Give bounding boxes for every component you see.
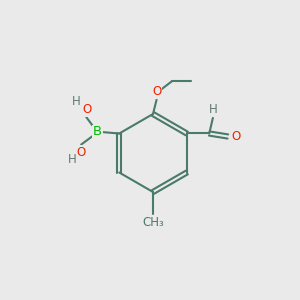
Text: H: H <box>72 95 81 109</box>
Text: CH₃: CH₃ <box>142 216 164 229</box>
Text: H: H <box>209 103 218 116</box>
Text: O: O <box>82 103 91 116</box>
Text: O: O <box>231 130 241 143</box>
Text: O: O <box>152 85 161 98</box>
Text: O: O <box>77 146 86 159</box>
Text: H: H <box>68 153 76 166</box>
Text: B: B <box>93 125 102 139</box>
